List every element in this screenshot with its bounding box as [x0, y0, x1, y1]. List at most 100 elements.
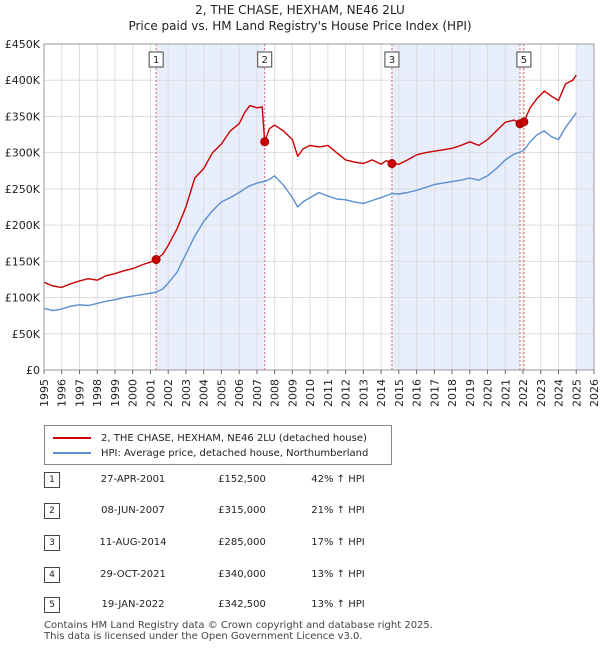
sale-marker-box	[148, 51, 164, 68]
y-tick-label: £100K	[5, 292, 41, 305]
x-tick-label: 2015	[393, 379, 406, 407]
x-tick-label: 1998	[91, 379, 104, 407]
footer-attribution: Contains HM Land Registry data © Crown c…	[44, 620, 433, 642]
x-tick-label: 2017	[428, 379, 441, 407]
legend-swatch-hpi	[53, 452, 91, 454]
y-tick-label: £250K	[5, 183, 41, 196]
x-tick-label: 2008	[269, 379, 282, 407]
x-tick-label: 2022	[517, 379, 530, 407]
x-tick-label: 2004	[198, 379, 211, 407]
transaction-date: 27-APR-2001	[100, 474, 166, 485]
x-tick-label: 2020	[482, 379, 495, 407]
table-row: 5 19-JAN-2022 £342,500 13% ↑ HPI	[44, 597, 444, 615]
transaction-hpi-diff: 13% ↑ HPI	[311, 599, 365, 610]
x-tick-label: 2013	[357, 379, 370, 407]
hpi-series-line	[43, 112, 577, 312]
transaction-hpi-diff: 42% ↑ HPI	[311, 474, 365, 485]
property-series-line	[43, 74, 577, 289]
sale-points	[151, 117, 529, 265]
chart-subtitle: Price paid vs. HM Land Registry's House …	[128, 19, 471, 33]
shaded-range	[576, 44, 594, 370]
legend-item-property: 2, THE CHASE, HEXHAM, NE46 2LU (detached…	[53, 431, 367, 445]
x-tick-label: 2012	[340, 379, 353, 407]
y-tick-label: £150K	[5, 255, 41, 268]
transaction-number: 1	[44, 472, 60, 488]
transaction-date: 19-JAN-2022	[101, 599, 165, 610]
x-tick-label: 2002	[162, 379, 175, 407]
table-row: 1 27-APR-2001 £152,500 42% ↑ HPI	[44, 472, 444, 490]
transaction-hpi-diff: 21% ↑ HPI	[311, 505, 365, 516]
x-tick-label: 1999	[109, 379, 122, 407]
x-tick-label: 2019	[464, 379, 477, 407]
x-tick-label: 2003	[180, 379, 193, 407]
transaction-date: 08-JUN-2007	[101, 505, 165, 516]
sale-marker-label-2: 2	[257, 51, 273, 68]
transaction-hpi-diff: 13% ↑ HPI	[311, 569, 365, 580]
x-tick-label: 2001	[144, 379, 157, 407]
y-tick-label: £200K	[5, 219, 41, 232]
sale-marker-number: 3	[389, 55, 395, 66]
legend-label-hpi: HPI: Average price, detached house, Nort…	[101, 447, 369, 459]
table-row: 4 29-OCT-2021 £340,000 13% ↑ HPI	[44, 567, 444, 585]
transaction-hpi-diff: 17% ↑ HPI	[311, 537, 365, 548]
price-chart: 2, THE CHASE, HEXHAM, NE46 2LU Price pai…	[5, 3, 600, 407]
x-tick-label: 2007	[251, 379, 264, 407]
y-tick-label: £300K	[5, 147, 41, 160]
transaction-date: 11-AUG-2014	[99, 537, 167, 548]
x-axis-ticks: 1995 1996 1997 1998 1999 2000 2001 2002 2003 2004…	[38, 370, 600, 407]
sale-marker-number: 1	[153, 55, 159, 66]
footer-line-copyright: Contains HM Land Registry data © Crown c…	[44, 620, 433, 631]
sale-point	[260, 137, 270, 147]
shaded-ranges	[156, 44, 594, 370]
sale-marker-number: 2	[262, 55, 268, 66]
sale-marker-number: 5	[521, 55, 527, 66]
shaded-range	[156, 44, 265, 370]
table-row: 3 11-AUG-2014 £285,000 17% ↑ HPI	[44, 535, 444, 553]
transaction-price: £342,500	[218, 599, 266, 610]
transaction-price: £315,000	[218, 505, 266, 516]
transaction-date: 29-OCT-2021	[100, 569, 166, 580]
x-tick-label: 2023	[535, 379, 548, 407]
sale-marker-label-1: 1	[148, 51, 164, 68]
y-tick-label: £350K	[5, 110, 41, 123]
legend-label-property: 2, THE CHASE, HEXHAM, NE46 2LU (detached…	[101, 432, 367, 444]
y-tick-label: £0	[26, 364, 40, 377]
y-tick-label: £400K	[5, 74, 41, 87]
x-tick-label: 2010	[304, 379, 317, 407]
transaction-number: 5	[44, 597, 60, 613]
table-row: 2 08-JUN-2007 £315,000 21% ↑ HPI	[44, 503, 444, 521]
x-tick-label: 2014	[375, 379, 388, 407]
x-tick-label: 1995	[38, 379, 51, 407]
chart-title: 2, THE CHASE, HEXHAM, NE46 2LU	[195, 3, 405, 17]
series-lines	[43, 74, 577, 312]
transaction-number: 2	[44, 503, 60, 519]
transaction-price: £340,000	[218, 569, 266, 580]
x-tick-label: 1996	[56, 379, 69, 407]
x-tick-label: 2006	[233, 379, 246, 407]
legend: 2, THE CHASE, HEXHAM, NE46 2LU (detached…	[44, 425, 392, 465]
sale-marker-box	[384, 51, 400, 68]
sale-point	[387, 159, 397, 169]
sale-marker-label-3: 3	[384, 51, 400, 68]
shaded-range	[391, 44, 521, 370]
y-tick-label: £450K	[5, 38, 41, 51]
sale-marker-box	[257, 51, 273, 68]
transaction-price: £152,500	[218, 474, 266, 485]
x-tick-label: 2026	[588, 379, 600, 407]
transaction-number: 4	[44, 567, 60, 583]
x-tick-label: 2000	[127, 379, 140, 407]
x-tick-label: 2021	[499, 379, 512, 407]
x-tick-label: 1997	[73, 379, 86, 407]
x-tick-label: 2009	[286, 379, 299, 407]
sale-marker-label-5: 5	[516, 51, 532, 68]
sale-point	[151, 255, 161, 265]
legend-item-hpi: HPI: Average price, detached house, Nort…	[53, 446, 368, 460]
sale-marker-box	[516, 51, 532, 68]
x-tick-label: 2018	[446, 379, 459, 407]
x-tick-label: 2005	[215, 379, 228, 407]
x-tick-label: 2011	[322, 379, 335, 407]
transaction-number: 3	[44, 535, 60, 551]
y-axis-ticks: £0 £50K £100K £150K £200K £250K £300K £350K £400…	[5, 38, 41, 377]
x-tick-label: 2016	[411, 379, 424, 407]
transaction-price: £285,000	[218, 537, 266, 548]
